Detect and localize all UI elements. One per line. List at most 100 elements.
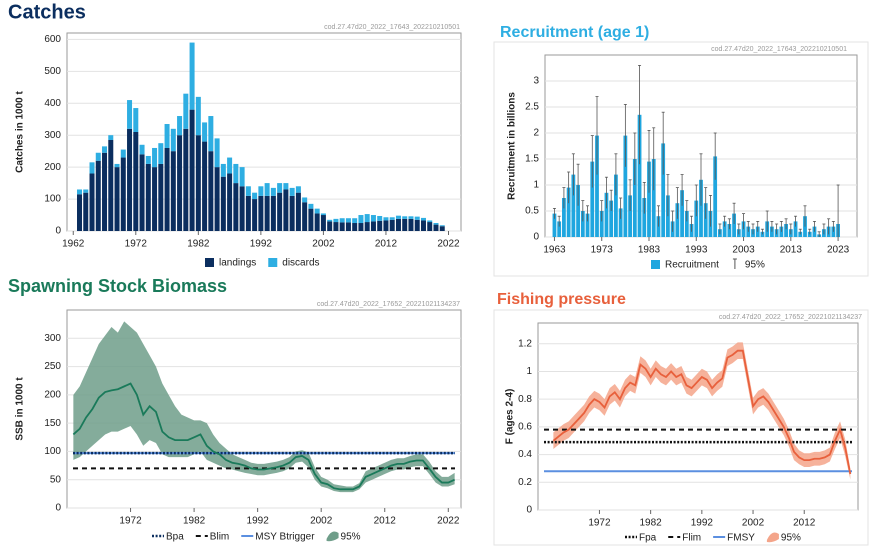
bar-segment: [139, 144, 145, 155]
y-axis-label: SSB in 1000 t: [15, 377, 26, 441]
bar-segment: [264, 195, 270, 231]
y-tick-label: 0: [533, 232, 539, 243]
error-bar: [784, 218, 788, 230]
bar-segment: [339, 222, 345, 231]
error-bar: [628, 179, 632, 211]
bar: [694, 200, 699, 237]
error-bar: [586, 205, 590, 222]
panel-frame: [493, 309, 869, 546]
bar-segment: [377, 220, 383, 231]
error-bar: [770, 220, 774, 232]
bar: [618, 208, 623, 237]
error-bar: [704, 187, 708, 219]
bar-segment: [333, 222, 339, 231]
bar-segment: [114, 163, 120, 168]
bar-segment: [345, 222, 351, 231]
error-bar: [623, 104, 627, 167]
bar: [632, 159, 637, 237]
bar: [571, 174, 576, 237]
error-bar: [604, 176, 608, 209]
bar-segment: [302, 197, 308, 203]
bar: [713, 156, 718, 237]
error-bar: [680, 174, 684, 206]
error-bar: [727, 218, 731, 230]
error-bar: [652, 127, 656, 191]
bar-segment: [133, 108, 139, 132]
bar-segment: [295, 186, 301, 193]
bar-segment: [439, 225, 445, 227]
bar-segment: [139, 154, 145, 231]
y-tick-label: 100: [44, 194, 61, 205]
bar-segment: [427, 222, 433, 231]
bar-segment: [327, 219, 333, 222]
bar-segment: [83, 189, 89, 193]
bar-segment: [145, 163, 151, 231]
bar: [585, 213, 590, 237]
error-bar: [760, 228, 764, 235]
error-bar: [675, 187, 679, 219]
legend-label: FMSY: [727, 533, 755, 544]
y-tick-label: 0.8: [518, 394, 532, 405]
bar-segment: [127, 128, 133, 231]
x-tick-label: 2012: [375, 239, 398, 250]
error-bar: [633, 132, 637, 185]
x-tick-label: 2022: [437, 516, 460, 527]
error-bar: [567, 171, 571, 204]
x-tick-label: 1972: [119, 516, 142, 527]
bar-segment: [208, 151, 214, 231]
bar-segment: [102, 146, 108, 153]
bar-segment: [183, 93, 189, 129]
bar-segment: [233, 163, 239, 184]
bar: [722, 221, 727, 237]
bar: [651, 159, 656, 237]
error-bar: [685, 200, 689, 222]
bar: [595, 135, 599, 237]
bar-segment: [108, 139, 114, 231]
x-tick-label: 1982: [183, 516, 206, 527]
line: [552, 349, 852, 475]
confidence-band: [73, 321, 455, 493]
legend-swatch: [205, 258, 214, 267]
bar-segment: [289, 195, 295, 231]
error-bar: [732, 202, 736, 224]
y-tick-label: 0: [55, 226, 61, 237]
bar-segment: [377, 215, 383, 221]
bar-segment: [170, 151, 176, 231]
error-bar: [831, 220, 835, 232]
y-tick-label: 50: [50, 474, 62, 485]
x-tick-label: 2003: [732, 245, 755, 256]
bar: [562, 198, 566, 237]
bar-segment: [433, 224, 439, 231]
watermark: cod.27.47d20_2022_17652_20221021134237: [719, 314, 862, 321]
marks: [77, 42, 445, 231]
bar: [732, 213, 736, 237]
bar-segment: [408, 218, 414, 231]
watermark: cod.27.47d20_2022_17652_20221021134237: [317, 301, 460, 308]
legend-label: landings: [219, 258, 256, 269]
bar-segment: [158, 143, 164, 164]
error-bar: [619, 197, 623, 219]
error-bar: [798, 228, 802, 235]
error-bar: [661, 111, 665, 175]
bar-segment: [258, 186, 264, 196]
bar-segment: [327, 221, 333, 231]
bar-segment: [370, 215, 376, 222]
x-tick-label: 1993: [685, 245, 708, 256]
error-bar: [779, 220, 783, 232]
bar-segment: [358, 223, 364, 231]
bar: [793, 221, 798, 237]
bar-segment: [308, 208, 314, 231]
legend-label: Blim: [210, 532, 229, 543]
bar-segment: [202, 122, 208, 142]
bar: [637, 114, 642, 237]
y-tick-label: 300: [44, 333, 61, 344]
x-tick-label: 1983: [638, 245, 661, 256]
plot-area: [66, 32, 462, 232]
bar-segment: [345, 218, 351, 223]
y-tick-label: 400: [44, 98, 61, 109]
error-bar: [666, 174, 670, 217]
bar-segment: [120, 157, 126, 231]
bar-segment: [389, 217, 395, 220]
bar-segment: [364, 222, 370, 231]
x-tick-label: 2012: [793, 518, 816, 529]
